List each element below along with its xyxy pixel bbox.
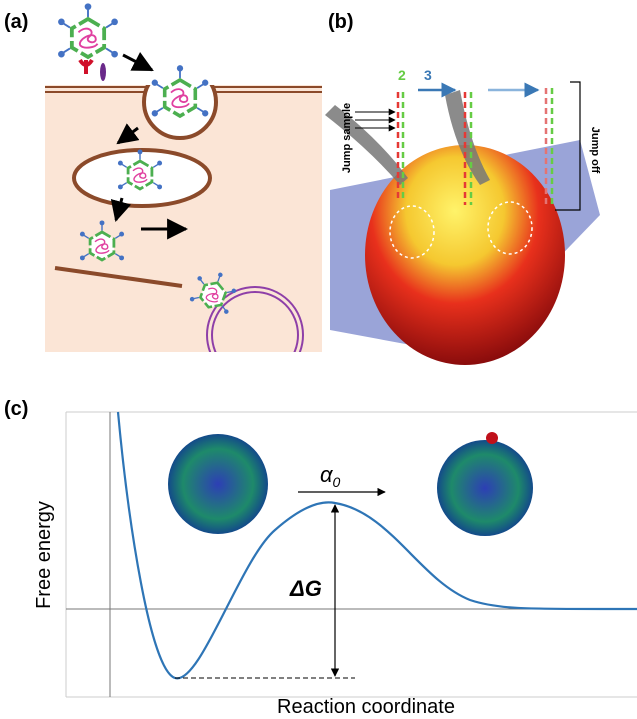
arrow: [123, 55, 152, 70]
virus-particle: [58, 3, 118, 57]
figure: (a) (b) 2: [0, 0, 637, 719]
rate-subscript: 0: [333, 474, 341, 490]
y-axis-label: Free energy: [33, 501, 55, 609]
panel-label: (a): [4, 11, 28, 33]
panel-label: (c): [4, 398, 28, 420]
jump-off-label: Jump off: [589, 127, 601, 174]
panel-label: (b): [328, 11, 354, 33]
energy-plot: [66, 412, 637, 697]
afm-image: [325, 90, 600, 365]
rate-label: α0: [320, 462, 341, 490]
jump-sample-label: Jump sample: [341, 103, 353, 173]
x-axis-label: Reaction coordinate: [277, 696, 455, 718]
coreceptor: [100, 63, 106, 81]
receptor: [80, 60, 92, 74]
barrier-label: ΔG: [289, 576, 322, 601]
step-label: 3: [424, 67, 432, 83]
sample-arrows: [355, 112, 395, 128]
step-label: 2: [398, 67, 406, 83]
